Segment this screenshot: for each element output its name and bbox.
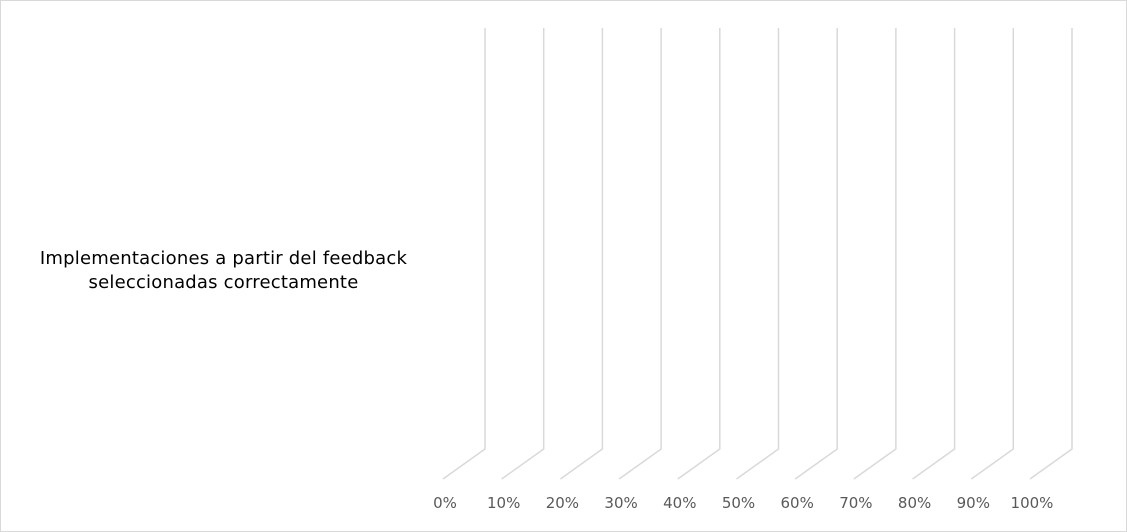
x-tick-label: 60%: [781, 494, 814, 512]
gridline: [736, 28, 780, 480]
x-tick-label: 80%: [898, 494, 931, 512]
x-tick-label: 40%: [663, 494, 696, 512]
gridline: [442, 28, 486, 480]
category-label-line-2: seleccionadas correctamente: [88, 272, 359, 293]
x-tick-label: 100%: [1011, 494, 1054, 512]
gridline: [853, 28, 897, 480]
x-tick-label: 20%: [546, 494, 579, 512]
gridline: [501, 28, 545, 480]
x-tick-label: 30%: [604, 494, 637, 512]
gridline: [677, 28, 721, 480]
x-tick-label: 10%: [487, 494, 520, 512]
category-label-line-1: Implementaciones a partir del feedback: [39, 248, 408, 269]
gridline: [559, 28, 604, 480]
x-tick-label: 90%: [957, 494, 990, 512]
gridline: [912, 28, 956, 480]
gridline: [1029, 28, 1073, 480]
gridline: [618, 28, 662, 480]
gridline: [970, 28, 1015, 480]
x-tick-label: 70%: [839, 494, 872, 512]
gridline: [794, 28, 838, 480]
x-tick-label: 0%: [433, 494, 457, 512]
category-label: Implementaciones a partir del feedback s…: [11, 247, 436, 295]
x-tick-label: 50%: [722, 494, 755, 512]
